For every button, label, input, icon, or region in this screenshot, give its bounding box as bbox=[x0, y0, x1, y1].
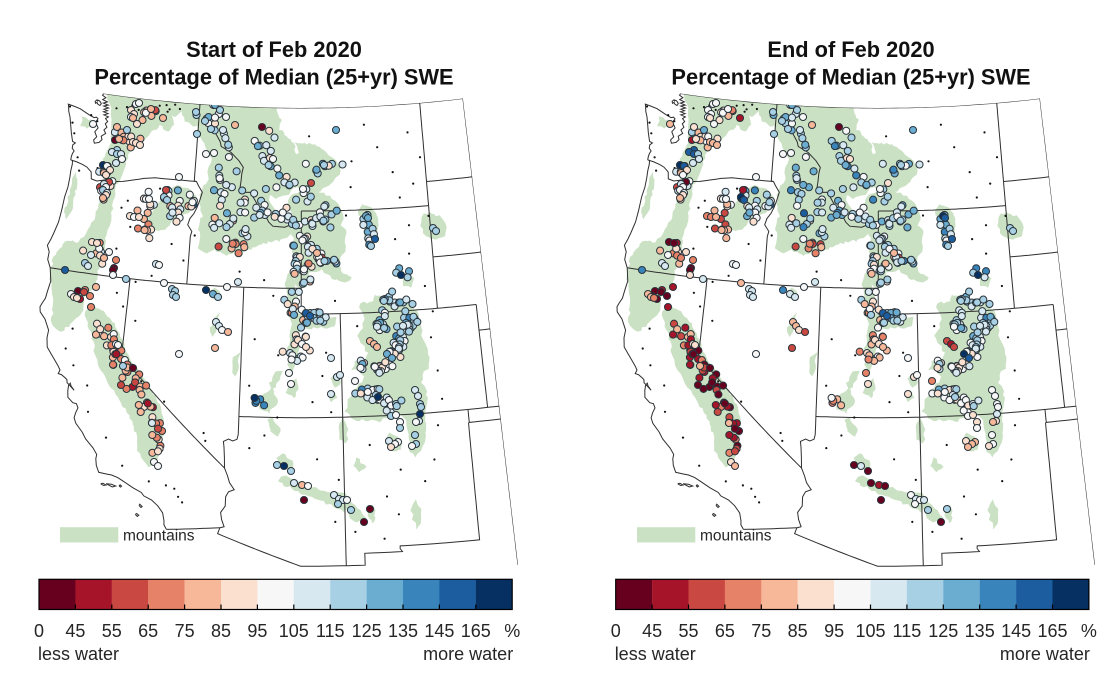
svg-text:165: 165 bbox=[1037, 621, 1067, 641]
svg-text:75: 75 bbox=[751, 621, 771, 641]
svg-text:145: 145 bbox=[1001, 621, 1031, 641]
svg-text:%: % bbox=[1081, 621, 1097, 641]
svg-text:0: 0 bbox=[611, 621, 621, 641]
svg-text:115: 115 bbox=[316, 621, 345, 641]
svg-text:135: 135 bbox=[965, 621, 995, 641]
svg-text:65: 65 bbox=[715, 621, 735, 641]
svg-text:95: 95 bbox=[247, 621, 267, 641]
svg-text:%: % bbox=[504, 621, 520, 641]
svg-text:75: 75 bbox=[175, 621, 195, 641]
svg-text:mountains: mountains bbox=[700, 527, 772, 544]
svg-text:55: 55 bbox=[678, 621, 698, 641]
svg-text:Start of Feb 2020: Start of Feb 2020 bbox=[186, 37, 362, 62]
svg-text:125: 125 bbox=[928, 621, 958, 641]
svg-text:45: 45 bbox=[65, 621, 85, 641]
svg-text:145: 145 bbox=[424, 621, 454, 641]
svg-text:Percentage of Median (25+yr) S: Percentage of Median (25+yr) SWE bbox=[94, 65, 453, 90]
svg-text:95: 95 bbox=[824, 621, 844, 641]
svg-text:125: 125 bbox=[352, 621, 382, 641]
svg-text:0: 0 bbox=[34, 621, 44, 641]
svg-text:mountains: mountains bbox=[123, 527, 195, 544]
svg-text:105: 105 bbox=[279, 621, 309, 641]
svg-text:115: 115 bbox=[893, 621, 922, 641]
svg-text:Percentage of Median (25+yr) S: Percentage of Median (25+yr) SWE bbox=[671, 65, 1030, 90]
svg-text:135: 135 bbox=[388, 621, 418, 641]
svg-text:165: 165 bbox=[461, 621, 491, 641]
svg-text:45: 45 bbox=[642, 621, 662, 641]
svg-text:55: 55 bbox=[102, 621, 122, 641]
svg-text:more water: more water bbox=[423, 644, 513, 664]
svg-text:less water: less water bbox=[38, 644, 119, 664]
svg-text:End of Feb 2020: End of Feb 2020 bbox=[767, 37, 934, 62]
svg-text:less water: less water bbox=[615, 644, 696, 664]
svg-text:85: 85 bbox=[788, 621, 808, 641]
svg-text:more water: more water bbox=[1000, 644, 1090, 664]
svg-text:105: 105 bbox=[855, 621, 885, 641]
svg-text:85: 85 bbox=[211, 621, 231, 641]
svg-text:65: 65 bbox=[138, 621, 158, 641]
